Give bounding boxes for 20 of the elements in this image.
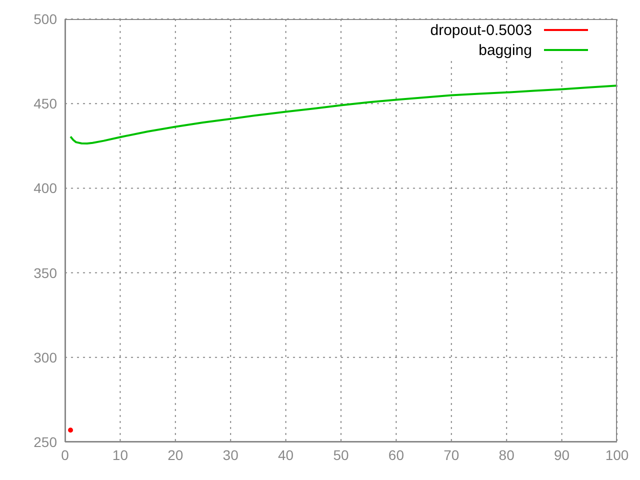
x-tick-label: 10: [112, 446, 128, 463]
x-tick-label: 30: [222, 446, 239, 463]
x-tick-label: 100: [605, 446, 629, 463]
y-tick-label: 500: [34, 10, 58, 27]
y-tick-label: 350: [34, 264, 58, 281]
x-tick-label: 40: [278, 446, 294, 463]
legend-label: dropout-0.5003: [430, 22, 532, 38]
y-tick-label: 400: [34, 180, 58, 196]
y-tick-label: 250: [34, 434, 58, 450]
x-tick-label: 80: [498, 446, 515, 463]
x-tick-label: 90: [554, 446, 570, 463]
line-series: [70, 84, 617, 145]
x-tick-label: 20: [168, 446, 184, 463]
y-tick-label: 300: [34, 349, 58, 366]
legend-label: bagging: [478, 42, 532, 58]
x-tick-label: 50: [333, 446, 349, 463]
y-tick-label: 450: [34, 96, 58, 112]
x-tick-label: 0: [61, 446, 70, 463]
x-tick-label: 60: [388, 446, 404, 463]
x-tick-label: 70: [444, 446, 460, 463]
